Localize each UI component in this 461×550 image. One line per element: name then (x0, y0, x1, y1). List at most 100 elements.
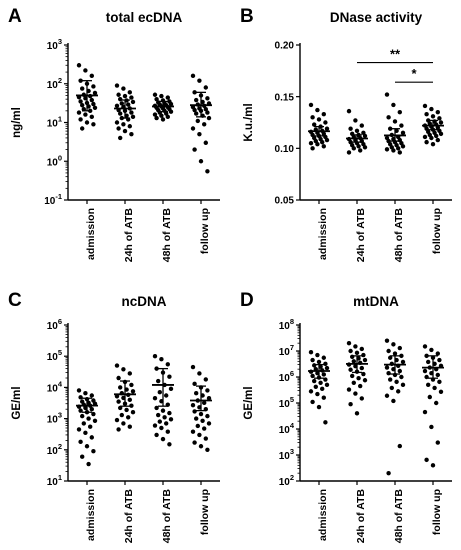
data-point (399, 123, 404, 128)
data-point (80, 102, 85, 108)
data-point (190, 429, 196, 434)
data-point (434, 400, 439, 406)
y-tick-label: 104 (279, 421, 295, 436)
data-point (157, 390, 162, 395)
panel-title: mtDNA (353, 294, 399, 309)
data-point (315, 391, 320, 397)
data-point (114, 363, 120, 368)
data-point (203, 436, 208, 441)
data-point (92, 90, 98, 96)
data-point (130, 99, 136, 105)
data-point (114, 417, 120, 423)
data-point (318, 380, 323, 385)
data-point (206, 421, 212, 426)
data-point (308, 102, 314, 108)
data-point (91, 449, 96, 454)
data-point (321, 372, 326, 377)
data-point (205, 169, 210, 174)
data-point (432, 385, 437, 391)
data-point (116, 427, 121, 432)
data-point (312, 122, 317, 127)
x-tick-label: admission (85, 489, 97, 541)
data-point (118, 96, 123, 102)
data-point (422, 103, 428, 109)
data-point (154, 115, 159, 121)
data-point (91, 411, 96, 417)
x-tick-label: admission (317, 489, 329, 541)
data-point (435, 372, 440, 378)
y-tick-label: 102 (279, 473, 294, 488)
x-tick-label: 24h of ATB (355, 208, 367, 263)
y-axis-label: ng/ml (11, 107, 23, 138)
y-tick-label: 100 (47, 153, 62, 168)
data-point (435, 440, 440, 445)
data-point (400, 144, 406, 149)
data-point (86, 461, 91, 467)
significance-label: ** (390, 47, 401, 62)
data-point (78, 78, 83, 83)
data-point (157, 419, 162, 424)
data-point (429, 106, 434, 112)
data-point (400, 359, 406, 365)
data-point (118, 385, 123, 390)
data-point (384, 393, 390, 398)
x-tick-label: 24h of ATB (355, 489, 367, 544)
data-point (130, 114, 136, 120)
data-point (152, 112, 158, 117)
data-point (156, 378, 161, 384)
data-point (192, 381, 197, 387)
data-point (310, 399, 315, 405)
data-point (192, 440, 197, 445)
data-point (129, 382, 134, 388)
data-point (353, 344, 358, 349)
data-point (323, 377, 328, 382)
data-point (200, 418, 205, 424)
data-point (310, 115, 315, 120)
data-point (351, 380, 356, 385)
data-point (399, 374, 404, 380)
y-tick-label: 101 (47, 473, 62, 488)
data-point (164, 111, 169, 116)
data-point (192, 107, 197, 113)
data-point (168, 417, 174, 422)
data-point (165, 95, 170, 100)
data-point (348, 348, 353, 354)
data-point (356, 375, 361, 381)
data-point (194, 416, 199, 421)
data-point (316, 117, 322, 122)
data-point (130, 389, 136, 394)
data-point (316, 359, 322, 365)
data-point (324, 137, 330, 143)
data-point (424, 139, 429, 145)
data-point (154, 405, 159, 411)
data-point (116, 92, 121, 97)
data-point (312, 378, 317, 384)
data-point (83, 391, 88, 396)
data-point (320, 386, 325, 392)
data-point (316, 404, 322, 410)
data-point (160, 117, 166, 122)
data-point (92, 418, 98, 424)
data-point (127, 424, 132, 429)
data-point (80, 126, 85, 131)
data-point (324, 365, 330, 371)
data-point (190, 73, 196, 79)
data-point (81, 421, 87, 426)
data-point (167, 410, 172, 416)
data-point (394, 379, 399, 385)
data-point (308, 140, 314, 146)
data-point (156, 412, 161, 418)
y-tick-label: 0.15 (275, 92, 295, 103)
y-tick-label: 104 (47, 379, 63, 394)
data-point (358, 383, 363, 389)
data-point (202, 122, 207, 127)
data-point (84, 120, 90, 125)
data-point (384, 147, 390, 152)
data-point (116, 399, 121, 404)
data-point (76, 63, 82, 68)
x-tick-label: 24h of ATB (123, 208, 135, 263)
data-point (88, 424, 93, 429)
data-point (424, 353, 429, 359)
